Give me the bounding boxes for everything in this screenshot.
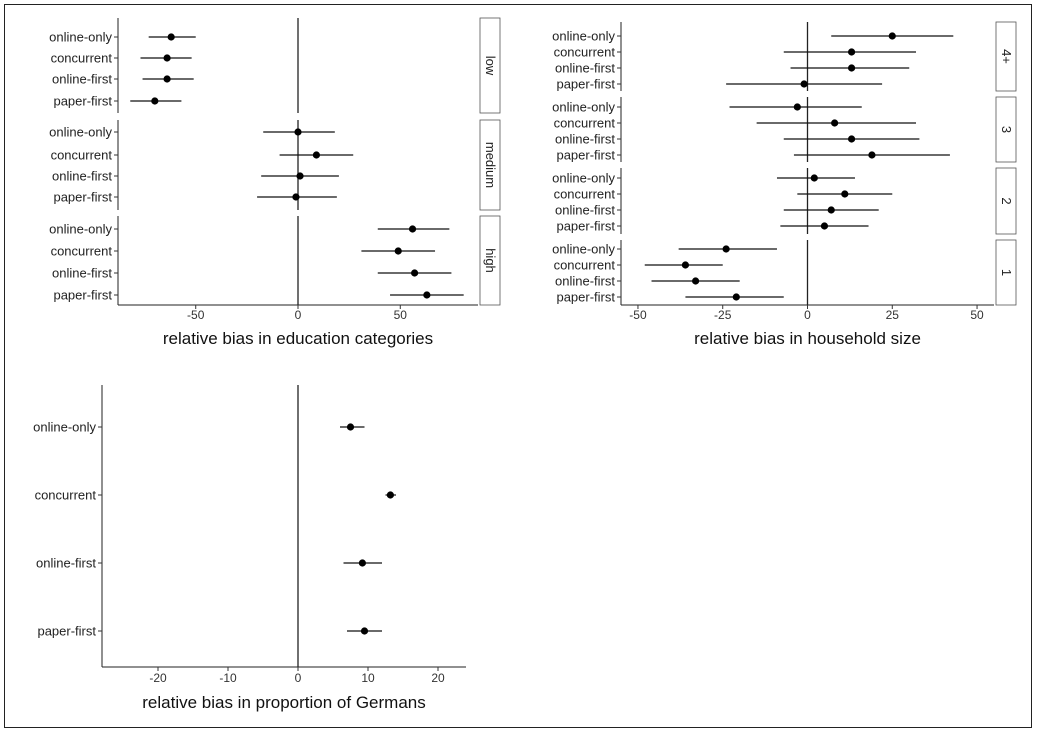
point-estimate [732,293,740,301]
facet-strip [479,215,501,306]
point-estimate [167,33,175,41]
point-estimate [386,491,394,499]
x-tick-label: 50 [394,308,408,322]
x-tick-label: -50 [629,308,647,322]
facet-strip-label: 1 [999,269,1014,276]
x-tick-label: 25 [886,308,900,322]
y-tick-label: online-first [555,61,615,76]
x-axis-title: relative bias in proportion of Germans [142,693,425,712]
point-estimate [888,32,896,40]
y-tick-label: paper-first [37,624,96,639]
x-tick-label: -20 [149,671,167,685]
point-estimate [847,48,856,56]
y-tick-label: paper-first [556,290,615,305]
y-tick-label: online-only [552,242,615,257]
y-tick-label: paper-first [556,148,615,163]
x-tick-label: 20 [431,671,445,685]
point-estimate [831,119,839,127]
x-tick-label: 0 [295,308,302,322]
facet-strip-label: 3 [999,126,1014,133]
y-tick-label: online-only [49,125,112,140]
y-tick-label: paper-first [556,77,615,92]
y-tick-label: online-only [49,222,112,237]
point-estimate [312,151,321,159]
y-tick-label: online-only [49,30,112,45]
figure-frame [4,4,1032,728]
point-estimate [151,97,159,105]
facet-strip [995,239,1017,306]
facet-strip-label: medium [483,142,498,188]
y-tick-label: online-first [555,132,615,147]
facet-strip-label: 4+ [999,49,1014,64]
point-estimate [820,222,829,230]
facet-strip [995,167,1017,235]
point-estimate [296,172,304,180]
point-estimate [410,269,419,277]
x-axis-title: relative bias in education categories [163,329,433,348]
x-tick-label: 0 [295,671,302,685]
x-tick-label: 0 [804,308,811,322]
y-tick-label: paper-first [53,190,112,205]
point-estimate [800,80,808,88]
y-tick-label: online-first [52,169,112,184]
y-tick-label: online-only [552,171,615,186]
point-estimate [841,190,849,198]
point-estimate [793,103,801,111]
point-estimate [692,277,700,285]
point-estimate [294,128,302,136]
y-tick-label: online-first [36,556,96,571]
y-tick-label: online-only [552,100,615,115]
facet-strip-label: 2 [999,197,1014,204]
y-tick-label: concurrent [554,258,616,273]
facet-strip [995,96,1017,163]
y-tick-label: online-first [555,274,615,289]
y-tick-label: concurrent [554,116,616,131]
facet-strip-label: high [483,248,498,273]
facet-strip [479,119,501,211]
point-estimate [394,247,402,255]
point-estimate [423,291,431,299]
y-tick-label: paper-first [556,219,615,234]
x-axis-title: relative bias in household size [694,329,921,348]
y-tick-label: concurrent [554,45,616,60]
point-estimate [346,423,355,431]
y-tick-label: concurrent [35,488,97,503]
point-estimate [163,75,171,83]
point-estimate [810,174,818,182]
point-estimate [722,245,730,253]
facet-strip [995,21,1017,92]
point-estimate [868,151,876,159]
point-estimate [408,225,417,233]
y-tick-label: concurrent [51,51,113,66]
point-estimate [847,64,856,72]
y-tick-label: concurrent [51,148,113,163]
y-tick-label: online-first [52,72,112,87]
x-tick-label: 50 [970,308,984,322]
x-tick-label: -25 [714,308,732,322]
y-tick-label: online-first [555,203,615,218]
y-tick-label: online-only [552,29,615,44]
point-estimate [292,193,300,201]
point-estimate [847,135,856,143]
y-tick-label: concurrent [51,244,113,259]
facet-strip-label: low [483,56,498,76]
point-estimate [827,206,835,214]
y-tick-label: paper-first [53,94,112,109]
point-estimate [163,54,171,62]
x-tick-label: 10 [361,671,375,685]
x-tick-label: -50 [187,308,205,322]
point-estimate [358,559,366,567]
y-tick-label: concurrent [554,187,616,202]
y-tick-label: online-first [52,266,112,281]
y-tick-label: online-only [33,420,96,435]
facet-strip [479,17,501,114]
point-estimate [360,627,369,635]
x-tick-label: -10 [219,671,237,685]
y-tick-label: paper-first [53,288,112,303]
point-estimate [681,261,690,269]
